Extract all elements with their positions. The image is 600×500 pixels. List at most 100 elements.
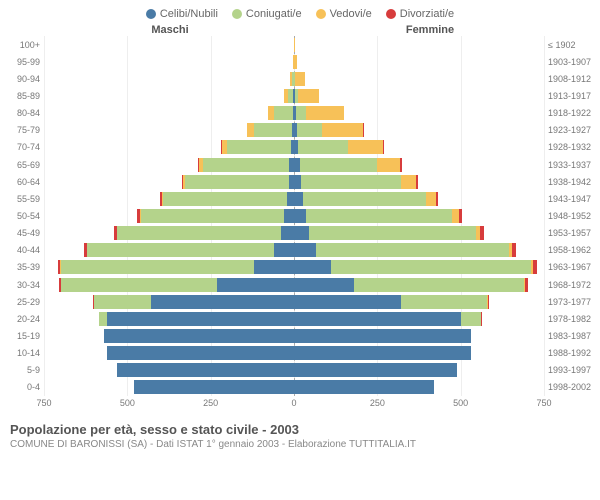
pyramid-row	[44, 312, 544, 326]
pyramid-row	[44, 363, 544, 377]
legend-label: Celibi/Nubili	[160, 8, 218, 20]
segment	[294, 278, 354, 292]
age-tick: 75-79	[17, 125, 40, 135]
segment	[294, 243, 316, 257]
age-tick: 100+	[20, 40, 40, 50]
birth-tick: 1918-1922	[548, 108, 591, 118]
grid-line	[544, 36, 545, 396]
birth-tick: 1973-1977	[548, 297, 591, 307]
pyramid-row	[44, 106, 544, 120]
segment	[287, 192, 294, 206]
segment	[436, 192, 438, 206]
segment	[512, 243, 516, 257]
birth-tick: 1978-1982	[548, 314, 591, 324]
pyramid-row	[44, 89, 544, 103]
segment	[354, 278, 524, 292]
male-header: Maschi	[0, 24, 300, 36]
plot	[44, 36, 544, 396]
pyramid-row	[44, 140, 544, 154]
pyramid-row	[44, 226, 544, 240]
male-bar	[44, 158, 294, 172]
pyramid-row	[44, 55, 544, 69]
segment	[401, 175, 416, 189]
legend-item: Divorziati/e	[386, 8, 454, 20]
female-bar	[294, 363, 544, 377]
legend: Celibi/NubiliConiugati/eVedovi/eDivorzia…	[0, 0, 600, 24]
birth-tick: 1953-1957	[548, 228, 591, 238]
male-bar	[44, 140, 294, 154]
pyramid-row	[44, 329, 544, 343]
segment	[294, 226, 309, 240]
male-bar	[44, 209, 294, 223]
male-bar	[44, 278, 294, 292]
age-tick: 10-14	[17, 348, 40, 358]
chart-title: Popolazione per età, sesso e stato civil…	[10, 422, 590, 437]
pyramid-row	[44, 175, 544, 189]
segment	[107, 312, 294, 326]
age-tick: 65-69	[17, 160, 40, 170]
segment	[459, 209, 462, 223]
female-bar	[294, 55, 544, 69]
female-bar	[294, 158, 544, 172]
birth-tick: 1908-1912	[548, 74, 591, 84]
legend-label: Divorziati/e	[400, 8, 454, 20]
x-axis: 7505002500250500750	[44, 398, 544, 416]
x-tick: 500	[453, 398, 468, 408]
birth-tick: 1988-1992	[548, 348, 591, 358]
segment	[294, 175, 301, 189]
segment	[284, 209, 294, 223]
pyramid-row	[44, 260, 544, 274]
segment	[185, 175, 288, 189]
age-tick: 70-74	[17, 142, 40, 152]
legend-dot	[386, 9, 396, 19]
segment	[94, 295, 151, 309]
birth-tick: 1943-1947	[548, 194, 591, 204]
segment	[480, 226, 483, 240]
x-tick: 0	[291, 398, 296, 408]
legend-item: Vedovi/e	[316, 8, 372, 20]
age-tick: 25-29	[17, 297, 40, 307]
age-tick: 40-44	[17, 245, 40, 255]
x-tick: 250	[203, 398, 218, 408]
segment	[281, 226, 294, 240]
female-bar	[294, 140, 544, 154]
segment	[99, 312, 107, 326]
segment	[294, 380, 434, 394]
female-bar	[294, 106, 544, 120]
segment	[268, 106, 275, 120]
segment	[306, 209, 453, 223]
female-bar	[294, 175, 544, 189]
age-tick: 50-54	[17, 211, 40, 221]
segment	[461, 312, 481, 326]
segment	[104, 329, 294, 343]
age-tick: 30-34	[17, 280, 40, 290]
male-bar	[44, 123, 294, 137]
birth-tick: 1983-1987	[548, 331, 591, 341]
segment	[298, 89, 320, 103]
birth-tick: 1933-1937	[548, 160, 591, 170]
segment	[227, 140, 290, 154]
pyramid-row	[44, 380, 544, 394]
segment	[107, 346, 294, 360]
female-bar	[294, 123, 544, 137]
male-bar	[44, 192, 294, 206]
segment	[203, 158, 290, 172]
x-tick: 250	[370, 398, 385, 408]
male-bar	[44, 38, 294, 52]
segment	[488, 295, 490, 309]
age-tick: 85-89	[17, 91, 40, 101]
segment	[61, 278, 218, 292]
pyramid-row	[44, 278, 544, 292]
x-tick: 500	[120, 398, 135, 408]
pyramid-row	[44, 38, 544, 52]
segment	[294, 295, 401, 309]
segment	[363, 123, 364, 137]
pyramid-row	[44, 123, 544, 137]
y-axis-left: 100+95-9990-9485-8980-8475-7970-7465-696…	[0, 36, 42, 416]
male-bar	[44, 363, 294, 377]
pyramid-row	[44, 72, 544, 86]
segment	[294, 329, 471, 343]
segment	[294, 192, 303, 206]
age-tick: 90-94	[17, 74, 40, 84]
segment	[294, 38, 295, 52]
